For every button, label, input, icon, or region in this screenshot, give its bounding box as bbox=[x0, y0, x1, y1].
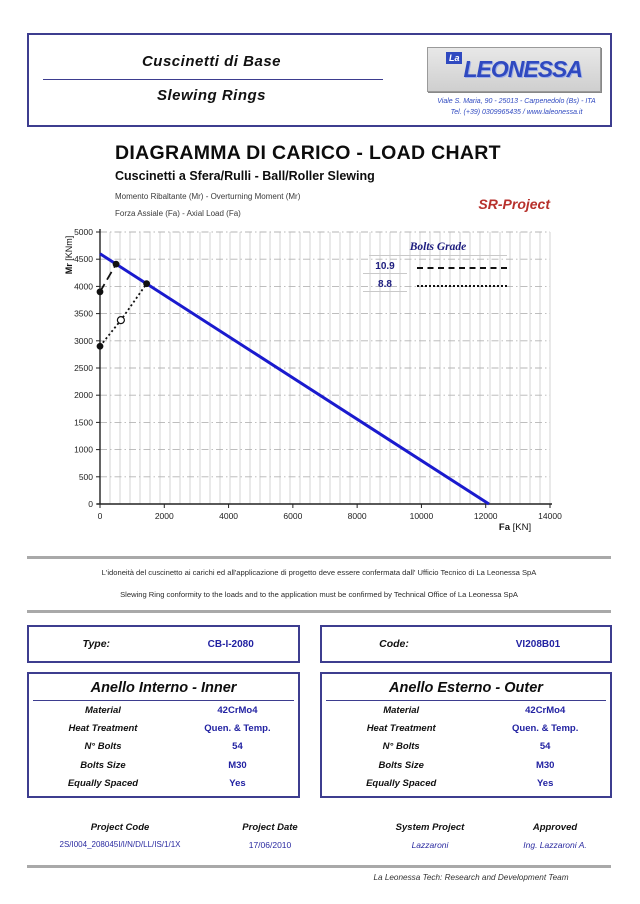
y-axis-label: Mr [KNm] bbox=[64, 235, 74, 275]
svg-text:2500: 2500 bbox=[74, 363, 93, 373]
table-row: Heat Treatment Quen. & Temp. bbox=[366, 723, 579, 735]
table-row: Equally Spaced Yes bbox=[67, 778, 246, 790]
type-label: Type: bbox=[82, 638, 111, 650]
svg-text:10000: 10000 bbox=[410, 511, 434, 521]
table-row: Heat Treatment Quen. & Temp. bbox=[68, 723, 271, 735]
x-axis-label: Fa [KN] bbox=[498, 522, 532, 533]
company-address: Viale S. Maria, 90 - 25013 - Carpenedolo… bbox=[437, 98, 596, 105]
load-chart: 0 2000 4000 6000 8000 10000 12000 14000 0 500 1000… bbox=[45, 222, 575, 544]
legend-title: Bolts Grade bbox=[369, 241, 507, 256]
project-code-column: Project Code 2S/I004_208045I/I/N/D/LL/IS… bbox=[20, 822, 220, 849]
svg-text:3000: 3000 bbox=[74, 336, 93, 346]
svg-text:4000: 4000 bbox=[219, 511, 238, 521]
table-row: N° Bolts 54 bbox=[84, 741, 243, 753]
outer-ring-title: Anello Esterno - Outer bbox=[326, 674, 606, 701]
inner-ring-table: Anello Interno - Inner Material 42CrMo4 … bbox=[27, 672, 300, 798]
system-project-value: Lazzaroni bbox=[411, 840, 449, 850]
sr-project-label: SR-Project bbox=[478, 196, 550, 212]
page-title: DIAGRAMMA DI CARICO - LOAD CHART bbox=[115, 142, 501, 164]
tech-team-tagline: La Leonessa Tech: Research and Developme… bbox=[373, 873, 569, 882]
svg-text:6000: 6000 bbox=[283, 511, 302, 521]
svg-text:1500: 1500 bbox=[74, 417, 93, 427]
svg-text:0: 0 bbox=[98, 511, 103, 521]
disclaimer-italian: L'idoneità del cuscinetto ai carichi ed … bbox=[101, 568, 537, 577]
svg-text:1000: 1000 bbox=[74, 445, 93, 455]
outer-ring-table: Anello Esterno - Outer Material 42CrMo4 … bbox=[320, 672, 612, 798]
svg-text:2000: 2000 bbox=[74, 390, 93, 400]
project-date-value: 17/06/2010 bbox=[248, 840, 292, 850]
svg-text:4000: 4000 bbox=[74, 281, 93, 291]
svg-text:4500: 4500 bbox=[74, 254, 93, 264]
svg-text:500: 500 bbox=[79, 472, 93, 482]
table-row: Equally Spaced Yes bbox=[366, 778, 554, 790]
inner-ring-title: Anello Interno - Inner bbox=[33, 674, 294, 701]
approved-column: Approved Ing. Lazzaroni A. bbox=[490, 822, 620, 850]
separator-bar bbox=[27, 610, 611, 613]
system-project-column: System Project Lazzaroni bbox=[360, 822, 500, 850]
company-line-english: Slewing Rings bbox=[156, 87, 266, 104]
header-box: Cuscinetti di Base Slewing Rings La LEON… bbox=[27, 33, 612, 127]
header-divider bbox=[43, 79, 383, 80]
legend-label: 8.8 bbox=[363, 279, 407, 292]
approved-value: Ing. Lazzaroni A. bbox=[523, 840, 587, 850]
separator-bar bbox=[27, 865, 611, 868]
logo-name: LEONESSA bbox=[463, 56, 583, 82]
table-row: Bolts Size M30 bbox=[80, 759, 247, 771]
code-box: Code: VI208B01 bbox=[320, 625, 612, 663]
company-line-italian: Cuscinetti di Base bbox=[141, 53, 282, 70]
project-code-value: 2S/I004_208045I/I/N/D/LL/IS/1/1X bbox=[59, 840, 181, 849]
table-row: Bolts Size M30 bbox=[378, 759, 555, 771]
table-row: Material 42CrMo4 bbox=[85, 704, 258, 716]
dotted-line-sample bbox=[417, 284, 507, 287]
moment-note: Momento Ribaltante (Mr) - Overturning Mo… bbox=[115, 192, 301, 201]
type-box: Type: CB-I-2080 bbox=[27, 625, 300, 663]
table-row: Material 42CrMo4 bbox=[383, 704, 566, 716]
dashed-line-sample bbox=[417, 266, 507, 269]
page-subtitle: Cuscinetti a Sfera/Rulli - Ball/Roller S… bbox=[115, 169, 375, 183]
project-date-column: Project Date 17/06/2010 bbox=[215, 822, 325, 850]
code-label: Code: bbox=[379, 638, 409, 650]
company-contact: Tel. (+39) 0309965435 / www.laleonessa.i… bbox=[450, 109, 583, 116]
company-logo: La LEONESSA bbox=[427, 47, 601, 92]
svg-text:2000: 2000 bbox=[155, 511, 174, 521]
chart-legend: Bolts Grade 10.9 8.8 bbox=[363, 241, 513, 292]
legend-entry-10-9: 10.9 bbox=[363, 261, 513, 274]
separator-bar bbox=[27, 556, 611, 559]
svg-text:8000: 8000 bbox=[348, 511, 367, 521]
table-row: N° Bolts 54 bbox=[382, 741, 551, 753]
code-value: VI208B01 bbox=[515, 638, 561, 650]
svg-text:3500: 3500 bbox=[74, 309, 93, 319]
type-value: CB-I-2080 bbox=[207, 638, 254, 650]
legend-entry-8-8: 8.8 bbox=[363, 279, 513, 292]
svg-text:0: 0 bbox=[88, 499, 93, 509]
svg-text:12000: 12000 bbox=[474, 511, 498, 521]
legend-label: 10.9 bbox=[363, 261, 407, 274]
disclaimer-english: Slewing Ring conformity to the loads and… bbox=[120, 590, 518, 599]
svg-text:5000: 5000 bbox=[74, 227, 93, 237]
axial-load-note: Forza Assiale (Fa) - Axial Load (Fa) bbox=[115, 209, 241, 218]
svg-text:14000: 14000 bbox=[538, 511, 562, 521]
load-chart-plot: 0 2000 4000 6000 8000 10000 12000 14000 0 500 1000… bbox=[74, 227, 562, 521]
header-titles: Cuscinetti di Base Slewing Rings bbox=[29, 35, 394, 125]
logo-prefix: La bbox=[445, 52, 463, 64]
